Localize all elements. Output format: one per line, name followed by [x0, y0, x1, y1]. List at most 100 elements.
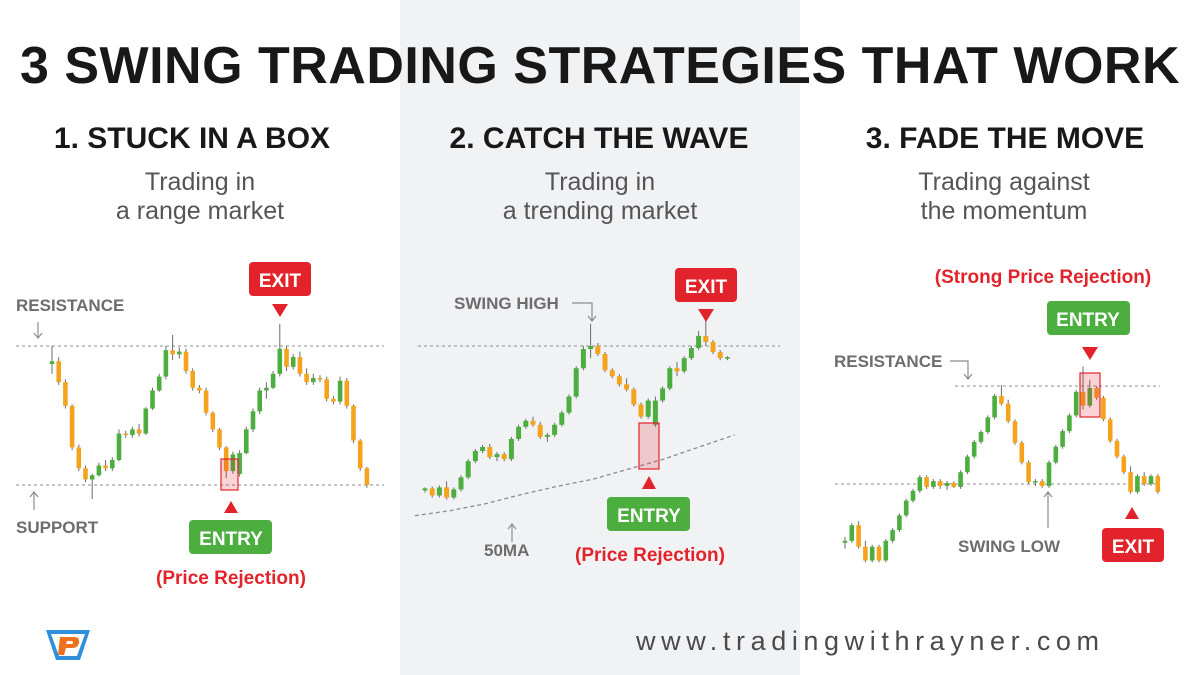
bearish-candle — [1094, 387, 1099, 398]
bullish-candle — [559, 412, 565, 425]
bullish-candle — [143, 408, 149, 434]
bearish-candle — [937, 481, 943, 486]
middle-panel-background — [400, 0, 800, 675]
chart-2-price-rejection: (Price Rejection) — [575, 545, 725, 566]
chart-3-exit-badge — [1102, 528, 1164, 562]
page-title: 3 SWING TRADING STRATEGIES THAT WORK — [19, 37, 1181, 95]
bearish-candle — [1026, 462, 1031, 483]
bearish-candle — [616, 376, 622, 385]
bearish-candle — [1039, 481, 1045, 486]
chart-1-resistance-pointer — [33, 322, 43, 339]
bearish-candle — [1114, 440, 1120, 457]
bullish-candle — [696, 335, 702, 349]
bearish-candle — [317, 377, 323, 380]
bullish-candle — [645, 400, 651, 417]
bullish-candle — [667, 368, 673, 389]
bullish-candle — [311, 377, 316, 383]
bullish-candle — [681, 358, 687, 372]
chart-1-entry-arrow — [224, 501, 238, 513]
panel-2-heading: 2. CATCH THE WAVE — [449, 122, 749, 155]
chart-2-entry-label: ENTRY — [617, 506, 681, 527]
bearish-candle — [999, 395, 1004, 404]
bullish-candle — [130, 429, 135, 435]
chart-2-entry-highlight — [638, 422, 660, 470]
bullish-candle — [516, 426, 522, 439]
chart-2-entry-arrow — [642, 476, 656, 489]
bearish-candle — [595, 346, 601, 355]
bearish-candle — [351, 405, 356, 441]
panel-1-subtitle-line-1: Trading in — [144, 168, 256, 196]
chart-3-exit-arrow — [1125, 507, 1139, 519]
bearish-candle — [1141, 476, 1147, 484]
chart-1-entry-highlight — [220, 458, 239, 491]
chart-3-resistance-label: RESISTANCE — [834, 352, 942, 371]
bearish-candle — [1080, 391, 1086, 406]
bullish-candle — [992, 395, 997, 418]
chart-1: RESISTANCE SUPPORT EXIT ENTRY (Price Rej… — [16, 262, 384, 589]
bearish-candle — [863, 546, 868, 561]
bullish-candle — [1053, 446, 1059, 463]
panel-1-subtitle-line-2: a range market — [115, 197, 285, 225]
bearish-candle — [190, 371, 195, 388]
bullish-candle — [116, 433, 122, 460]
bearish-candle — [444, 487, 450, 498]
chart-1-exit-label: EXIT — [259, 271, 302, 292]
bullish-candle — [422, 488, 428, 491]
chart-3-strong-price-rejection: (Strong Price Rejection) — [935, 267, 1151, 288]
chart-1-candles — [49, 323, 370, 499]
bearish-candle — [210, 412, 216, 430]
bearish-candle — [537, 424, 543, 437]
bullish-candle — [1033, 481, 1038, 483]
bullish-candle — [1073, 391, 1079, 416]
bearish-candle — [530, 420, 536, 425]
bearish-candle — [501, 454, 507, 460]
bullish-candle — [1135, 476, 1140, 492]
chart-3-swing-low-label: SWING LOW — [958, 537, 1061, 556]
bullish-candle — [150, 390, 155, 409]
bullish-candle — [971, 441, 977, 457]
chart-2: SWING HIGH 50MA EXIT ENTRY (Price Reject… — [414, 268, 780, 566]
bullish-candle — [985, 417, 991, 433]
bearish-candle — [1155, 476, 1161, 492]
bearish-candle — [856, 525, 861, 547]
bullish-candle — [250, 411, 256, 430]
bullish-candle — [257, 390, 262, 412]
bearish-candle — [1012, 421, 1018, 443]
chart-2-entry-badge — [607, 497, 690, 531]
bearish-candle — [1128, 472, 1133, 492]
bearish-candle — [1019, 442, 1025, 463]
bullish-candle — [944, 483, 950, 486]
bearish-candle — [710, 341, 716, 353]
website-url[interactable]: www.tradingwithrayner.com — [636, 626, 1105, 656]
bearish-candle — [357, 440, 363, 469]
chart-3-exit-label: EXIT — [1112, 537, 1155, 558]
bearish-candle — [123, 433, 128, 436]
bearish-candle — [83, 468, 88, 480]
chart-1-resistance-label: RESISTANCE — [16, 296, 124, 315]
bearish-candle — [924, 477, 929, 487]
bearish-candle — [304, 373, 309, 383]
chart-3-entry-badge — [1047, 301, 1130, 335]
panel-2-subtitle-line-2: a trending market — [502, 197, 698, 225]
bullish-candle — [580, 349, 586, 369]
bullish-candle — [652, 400, 658, 425]
bearish-candle — [624, 384, 630, 390]
bullish-candle — [544, 434, 550, 437]
chart-3: RESISTANCE SWING LOW (Strong Price Rejec… — [834, 267, 1164, 563]
bullish-candle — [910, 490, 916, 501]
bearish-candle — [297, 357, 303, 374]
bullish-candle — [465, 461, 471, 478]
bearish-candle — [631, 389, 637, 405]
panel-3-subtitle-line-1: Trading against — [918, 168, 1090, 196]
bearish-candle — [69, 405, 75, 448]
bullish-candle — [566, 396, 572, 413]
bullish-candle — [451, 489, 457, 498]
bearish-candle — [429, 488, 435, 496]
chart-2-moving-average-line — [414, 434, 735, 517]
bullish-candle — [523, 420, 529, 427]
chart-3-swing-low-pointer — [1043, 491, 1053, 528]
bearish-candle — [364, 468, 370, 485]
bullish-candle — [508, 438, 514, 460]
chart-1-support-pointer — [29, 491, 39, 510]
